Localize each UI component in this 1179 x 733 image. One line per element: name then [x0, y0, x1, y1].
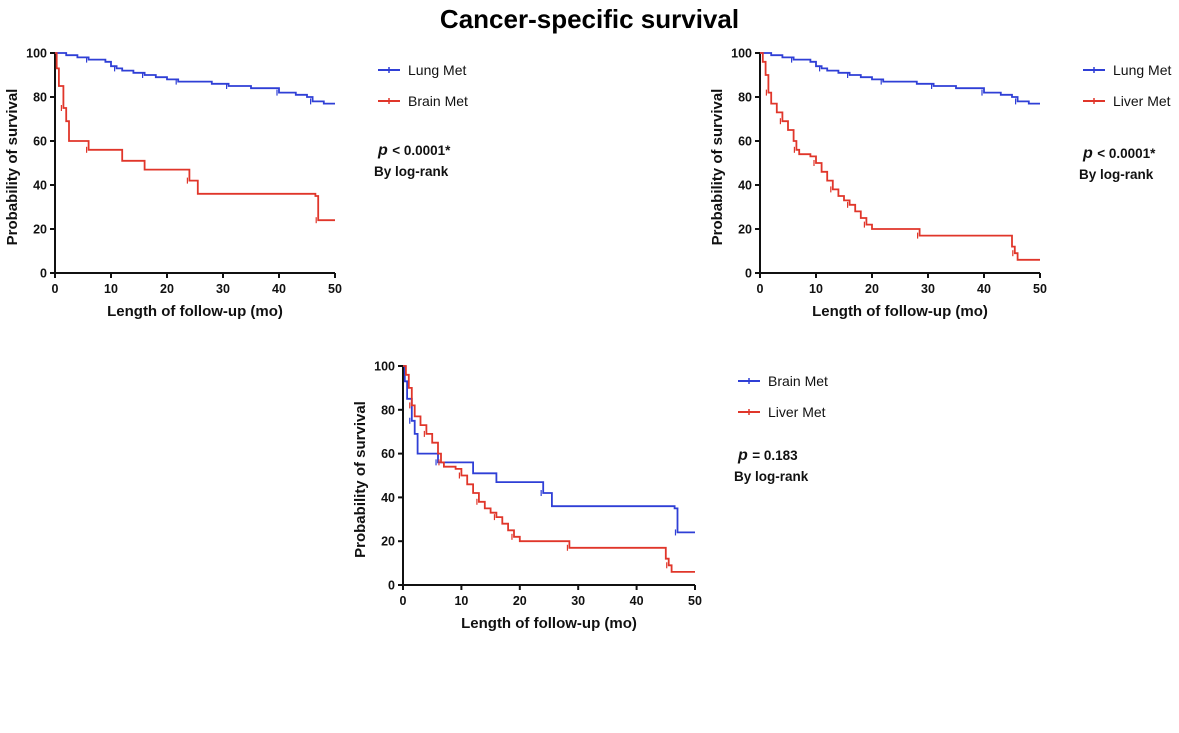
legend-label-brain-met: Brain Met [768, 373, 828, 389]
y-tick-label: 80 [381, 403, 395, 417]
x-axis-title: Length of follow-up (mo) [107, 303, 283, 320]
x-tick-label: 30 [216, 282, 230, 296]
y-tick-label: 80 [33, 91, 47, 105]
series-line-liver-met [760, 52, 1040, 261]
y-axis-title: Probability of survival [4, 89, 21, 246]
test-label: By log-rank [1079, 167, 1154, 182]
x-tick-label: 40 [272, 282, 286, 296]
x-tick-label: 40 [630, 594, 644, 608]
y-tick-label: 40 [738, 179, 752, 193]
legend-label-liver-met: Liver Met [768, 404, 826, 420]
y-tick-label: 100 [374, 360, 395, 374]
series-line-liver-met [403, 365, 695, 573]
x-tick-label: 0 [400, 594, 407, 608]
p-value: p < 0.0001* [377, 142, 451, 159]
y-tick-label: 100 [26, 47, 47, 61]
y-tick-label: 0 [388, 579, 395, 593]
y-tick-label: 0 [745, 267, 752, 281]
x-tick-label: 50 [688, 594, 702, 608]
x-tick-label: 0 [757, 282, 764, 296]
y-tick-label: 100 [731, 47, 752, 61]
y-tick-label: 40 [381, 491, 395, 505]
series-line-lung-met [55, 52, 335, 105]
legend-label-lung-met: Lung Met [1113, 62, 1171, 78]
chart-lung-vs-liver: 0 20 40 60 80 100 0 10 20 30 40 50 Length of follow-… [709, 47, 1171, 321]
x-tick-label: 50 [328, 282, 342, 296]
y-tick-label: 60 [738, 135, 752, 149]
y-tick-label: 60 [381, 447, 395, 461]
legend-label-brain-met: Brain Met [408, 93, 468, 109]
y-tick-label: 40 [33, 179, 47, 193]
y-tick-label: 60 [33, 135, 47, 149]
x-axis-title: Length of follow-up (mo) [461, 615, 637, 632]
y-tick-label: 0 [40, 267, 47, 281]
x-tick-label: 0 [52, 282, 59, 296]
y-tick-label: 20 [738, 223, 752, 237]
y-tick-label: 80 [738, 91, 752, 105]
y-tick-label: 20 [33, 223, 47, 237]
x-tick-label: 10 [809, 282, 823, 296]
x-tick-label: 50 [1033, 282, 1047, 296]
p-value: p < 0.0001* [1082, 145, 1156, 162]
legend-label-liver-met: Liver Met [1113, 93, 1171, 109]
x-tick-label: 40 [977, 282, 991, 296]
x-tick-label: 10 [454, 594, 468, 608]
test-label: By log-rank [734, 469, 809, 484]
p-value: p = 0.183 [737, 447, 798, 464]
x-tick-label: 20 [160, 282, 174, 296]
legend-label-lung-met: Lung Met [408, 62, 466, 78]
series-line-brain-met [55, 52, 335, 222]
chart-brain-vs-liver: 0 20 40 60 80 100 0 10 20 30 40 50 Length of follow-… [352, 360, 828, 633]
page-title: Cancer-specific survival [439, 4, 740, 34]
x-axis-title: Length of follow-up (mo) [812, 303, 988, 320]
y-tick-label: 20 [381, 535, 395, 549]
x-tick-label: 20 [513, 594, 527, 608]
x-tick-label: 20 [865, 282, 879, 296]
y-axis-title: Probability of survival [709, 89, 726, 246]
chart-lung-vs-brain: 0 20 40 60 80 100 0 10 20 30 40 50 Length of follow-… [4, 47, 468, 321]
x-tick-label: 10 [104, 282, 118, 296]
y-axis-title: Probability of survival [352, 401, 369, 558]
x-tick-label: 30 [571, 594, 585, 608]
x-tick-label: 30 [921, 282, 935, 296]
series-line-brain-met [403, 365, 695, 534]
series-line-lung-met [760, 52, 1040, 105]
test-label: By log-rank [374, 164, 449, 179]
